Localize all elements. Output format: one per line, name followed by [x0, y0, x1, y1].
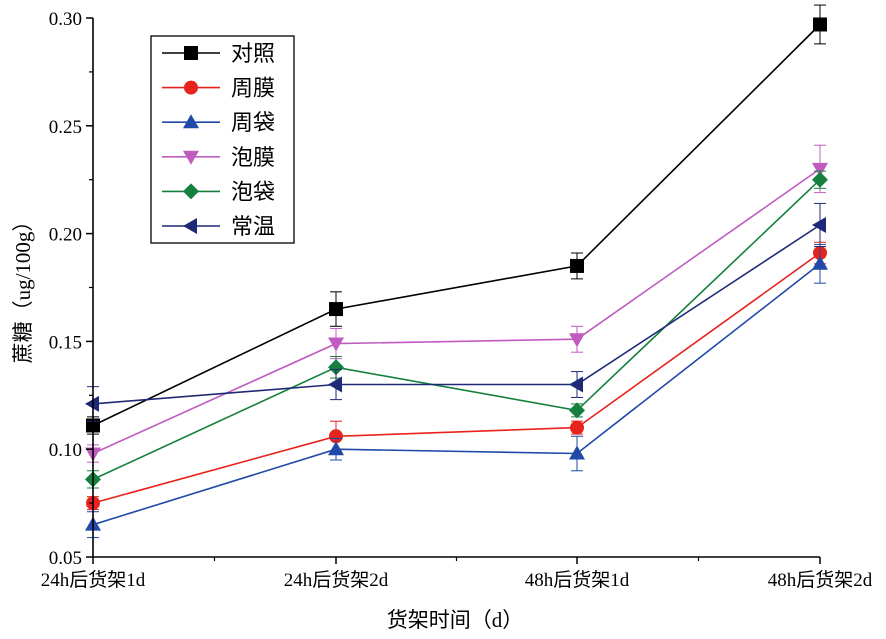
- data-point: [570, 258, 584, 273]
- data-point: [570, 420, 584, 435]
- legend-marker: [184, 46, 198, 60]
- series-3: [85, 243, 828, 539]
- series-line: [92, 168, 821, 455]
- data-point: [328, 376, 342, 393]
- x-tick-label: 24h后货架2d: [284, 569, 389, 591]
- legend-marker: [183, 150, 199, 165]
- data-point: [328, 337, 344, 352]
- y-tick-label: 0.25: [49, 117, 82, 138]
- y-tick-label: 0.10: [49, 440, 82, 461]
- data-point: [812, 162, 828, 177]
- data-point: [569, 376, 583, 393]
- x-tick-label: 48h后货架2d: [768, 569, 873, 591]
- series-1: [86, 4, 827, 435]
- series-6: [85, 202, 826, 422]
- x-axis-title: 货架时间（d）: [387, 608, 524, 632]
- legend-marker: [183, 114, 199, 129]
- data-point: [85, 395, 99, 412]
- legend-marker: [183, 218, 197, 234]
- data-point: [812, 171, 828, 188]
- y-tick-label: 0.30: [49, 9, 82, 30]
- series-5: [85, 170, 828, 489]
- legend-box: [150, 35, 295, 244]
- data-point: [569, 402, 585, 419]
- data-point: [328, 359, 344, 376]
- series-line: [92, 263, 821, 526]
- data-point: [812, 255, 828, 270]
- y-axis-title: 蔗糖（ug/100g）: [11, 211, 35, 364]
- y-tick-label: 0.15: [49, 332, 82, 353]
- x-tick-label: 48h后货架1d: [525, 569, 630, 591]
- series-line: [92, 252, 821, 504]
- axes: 0.05 0.10 0.15 0.20 0.25 0.30 24h后货架1d 24h后货架2d…: [41, 9, 873, 591]
- legend-label: 常温: [231, 214, 275, 239]
- series-line: [92, 179, 821, 481]
- legend-label: 周膜: [231, 76, 275, 101]
- x-tick-label: 24h后货架1d: [41, 569, 146, 591]
- data-point: [813, 17, 827, 32]
- data-point: [329, 302, 343, 317]
- y-tick-label: 0.20: [49, 225, 82, 246]
- legend-label: 泡袋: [231, 179, 275, 204]
- data-point: [569, 333, 585, 348]
- series-4: [85, 144, 828, 463]
- y-tick-label: 0.05: [49, 548, 82, 569]
- data-point: [812, 216, 826, 233]
- legend-label: 周袋: [231, 110, 275, 135]
- plot-area: [85, 4, 828, 539]
- legend-label: 泡膜: [231, 145, 275, 170]
- series-line: [92, 224, 821, 405]
- data-point: [329, 429, 343, 444]
- data-point: [328, 441, 344, 456]
- legend-marker: [184, 80, 198, 95]
- legend-label: 对照: [231, 41, 275, 66]
- legend-marker: [183, 183, 199, 200]
- series-line: [92, 23, 821, 427]
- data-point: [569, 445, 585, 460]
